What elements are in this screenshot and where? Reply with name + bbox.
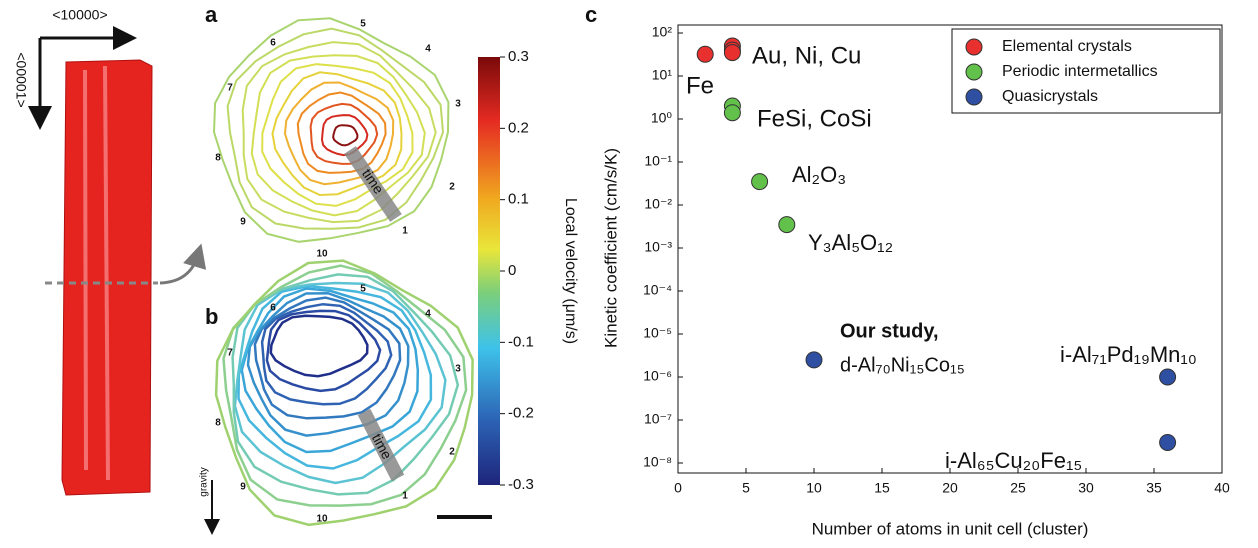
annotation: Y₃Al₅O₁₂: [808, 230, 893, 255]
x-tick-label: 30: [1078, 480, 1094, 496]
annotation: d-Al₇₀Ni₁₅Co₁₅: [840, 354, 965, 376]
point: [1160, 434, 1176, 450]
annotation: i-Al₇₁Pd₁₉Mn₁₀: [1060, 342, 1197, 367]
annotation: Our study,: [840, 320, 939, 342]
contour: [273, 72, 402, 195]
point: [806, 352, 822, 368]
y-tick-label: 10⁻⁶: [643, 368, 672, 384]
x-tick-label: 5: [742, 480, 750, 496]
contour: [333, 125, 357, 145]
x-tick-label: 0: [674, 480, 682, 496]
annotation: FeSi, CoSi: [757, 105, 872, 132]
y-tick-label: 10⁻⁸: [643, 454, 672, 470]
colorbar: [478, 57, 500, 485]
contour-number: 7: [227, 83, 233, 94]
y-tick-label: 10⁻¹: [644, 153, 672, 169]
panel-label: c: [585, 2, 597, 27]
colorbar-tick-label: -0.1: [508, 333, 534, 350]
x-tick-label: 40: [1214, 480, 1230, 496]
y-tick-label: 10⁻⁷: [644, 411, 672, 427]
point: [1160, 369, 1176, 385]
contour-number: 4: [425, 309, 431, 320]
contour-number: 5: [360, 284, 366, 295]
contour-number: 1: [402, 226, 408, 237]
legend-label: Elemental crystals: [1002, 38, 1132, 55]
contour-number: 2: [449, 447, 455, 458]
contour-number: 5: [360, 19, 366, 30]
contour-number: 10: [316, 514, 328, 525]
panel-label: b: [205, 304, 218, 329]
colorbar-tick-label: -0.3: [508, 476, 534, 493]
contour-number: 6: [270, 38, 276, 49]
annotation: Al₂O₃: [792, 162, 846, 187]
contour-number: 1: [402, 491, 408, 502]
contour-number: 7: [227, 348, 233, 359]
annotation: i-Al₆₅Cu₂₀Fe₁₅: [945, 448, 1082, 473]
figure: <10000> <00001> a b c timetime5432110987…: [0, 0, 1258, 548]
x-tick-label: 15: [874, 480, 890, 496]
contour: [322, 115, 367, 155]
annotation: Au, Ni, Cu: [752, 42, 861, 69]
contour-number: 4: [425, 44, 431, 55]
legend-marker: [966, 89, 982, 105]
contour-number: 3: [455, 99, 461, 110]
y-tick-label: 10⁰: [651, 110, 673, 126]
point: [724, 105, 740, 121]
colorbar-tick-label: 0.1: [508, 191, 529, 208]
contour-number: 8: [215, 153, 221, 164]
x-tick-label: 35: [1146, 480, 1162, 496]
panel-label: a: [205, 2, 218, 27]
legend-marker: [966, 64, 982, 80]
contour: [248, 293, 408, 435]
gravity-label: gravity: [199, 467, 210, 496]
contour-number: 9: [240, 482, 246, 493]
direction-label: <10000>: [52, 7, 107, 23]
colorbar-label: Local velocity (μm/s): [562, 198, 579, 344]
contour: [271, 316, 368, 377]
y-tick-label: 10⁻²: [644, 196, 672, 212]
colorbar-tick-label: 0.3: [508, 48, 529, 65]
colorbar-tick-label: 0: [508, 262, 516, 279]
y-tick-label: 10¹: [652, 67, 673, 83]
point: [779, 217, 795, 233]
x-axis-label: Number of atoms in unit cell (cluster): [812, 519, 1089, 538]
x-tick-label: 20: [942, 480, 958, 496]
contour-number: 8: [215, 418, 221, 429]
section-arrow: [160, 255, 198, 283]
contour-number: 2: [449, 182, 455, 193]
contour-number: 9: [240, 217, 246, 228]
y-tick-label: 10⁻³: [644, 239, 672, 255]
y-tick-label: 10⁻⁵: [643, 325, 672, 341]
x-tick-label: 10: [806, 480, 822, 496]
annotation: Fe: [686, 72, 714, 99]
legend-marker: [966, 39, 982, 55]
contour-number: 6: [270, 303, 276, 314]
legend-label: Periodic intermetallics: [1002, 63, 1158, 80]
contour: [242, 289, 418, 453]
point: [724, 45, 740, 61]
point: [752, 174, 768, 190]
y-axis-label: Kinetic coefficient (cm/s/K): [601, 148, 620, 348]
y-tick-label: 10⁻⁴: [643, 282, 672, 298]
y-tick-label: 10²: [652, 24, 673, 40]
contour-number: 10: [316, 249, 328, 260]
contour: [214, 18, 448, 242]
point: [697, 46, 713, 62]
direction-label: <00001>: [13, 52, 29, 107]
x-tick-label: 25: [1010, 480, 1026, 496]
colorbar-tick-label: -0.2: [508, 405, 534, 422]
colorbar-tick-label: 0.2: [508, 119, 529, 136]
contour-number: 3: [455, 364, 461, 375]
legend-label: Quasicrystals: [1002, 88, 1098, 105]
